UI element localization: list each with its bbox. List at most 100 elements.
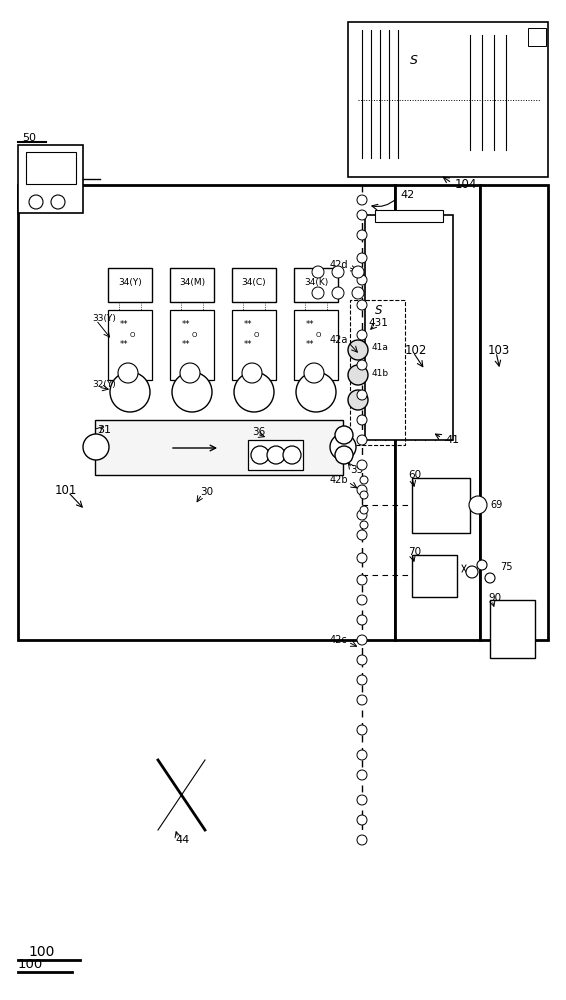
Bar	[170, 310, 214, 380]
Circle shape	[357, 330, 367, 340]
Circle shape	[357, 360, 367, 370]
Bar	[95, 420, 343, 475]
Circle shape	[352, 287, 364, 299]
Circle shape	[357, 390, 367, 400]
Bar	[26, 152, 76, 184]
Text: **: **	[182, 320, 191, 330]
Circle shape	[180, 363, 200, 383]
Bar	[350, 300, 405, 445]
Circle shape	[357, 415, 367, 425]
Circle shape	[352, 266, 364, 278]
Bar	[490, 600, 535, 658]
Text: 75: 75	[500, 562, 512, 572]
Text: 102: 102	[405, 344, 427, 357]
Text: **: **	[306, 320, 315, 330]
Text: 36: 36	[252, 427, 265, 437]
Circle shape	[357, 725, 367, 735]
Text: 34(M): 34(M)	[179, 277, 205, 286]
Text: 100: 100	[28, 945, 54, 959]
Text: 34(K): 34(K)	[304, 277, 328, 286]
Circle shape	[234, 372, 274, 412]
Text: 60: 60	[408, 470, 421, 480]
Text: O: O	[316, 332, 321, 338]
Text: 35: 35	[350, 465, 363, 475]
Bar	[232, 310, 276, 380]
Text: S: S	[375, 304, 383, 316]
Text: 90: 90	[488, 593, 501, 603]
Text: O: O	[130, 332, 135, 338]
Circle shape	[283, 446, 301, 464]
Circle shape	[357, 655, 367, 665]
Text: 30: 30	[200, 487, 213, 497]
Circle shape	[357, 615, 367, 625]
Circle shape	[51, 195, 65, 209]
Text: 42: 42	[400, 190, 414, 200]
Circle shape	[348, 340, 368, 360]
Text: O: O	[254, 332, 259, 338]
Text: 34(Y): 34(Y)	[118, 277, 142, 286]
Circle shape	[332, 287, 344, 299]
Text: O: O	[192, 332, 198, 338]
Text: S: S	[410, 53, 418, 66]
Text: 101: 101	[55, 484, 78, 496]
Circle shape	[348, 365, 368, 385]
Text: 431: 431	[368, 318, 388, 328]
Circle shape	[357, 695, 367, 705]
Circle shape	[335, 426, 353, 444]
Bar	[480, 185, 548, 640]
Bar	[294, 268, 338, 302]
Bar	[108, 268, 152, 302]
Text: 31: 31	[97, 425, 111, 435]
Text: 42b: 42b	[330, 475, 349, 485]
Text: **: **	[120, 320, 128, 330]
Text: 41a: 41a	[372, 344, 389, 353]
Circle shape	[296, 372, 336, 412]
Circle shape	[357, 835, 367, 845]
Circle shape	[357, 230, 367, 240]
Text: 42d: 42d	[330, 260, 349, 270]
Circle shape	[335, 446, 353, 464]
Text: **: **	[244, 320, 252, 330]
Text: **: **	[120, 340, 128, 350]
Bar	[248, 440, 303, 470]
Text: **: **	[244, 340, 252, 350]
Text: 32(Y): 32(Y)	[92, 380, 116, 389]
Text: **: **	[306, 340, 315, 350]
Bar	[348, 22, 548, 177]
Circle shape	[357, 253, 367, 263]
Circle shape	[357, 553, 367, 563]
Text: 41: 41	[445, 435, 459, 445]
Circle shape	[110, 372, 150, 412]
Circle shape	[357, 675, 367, 685]
Circle shape	[242, 363, 262, 383]
Bar	[375, 210, 443, 222]
Circle shape	[330, 434, 356, 460]
Bar	[294, 310, 338, 380]
Text: 42c: 42c	[330, 635, 348, 645]
Bar	[412, 478, 470, 533]
Circle shape	[357, 210, 367, 220]
Text: 70: 70	[408, 547, 421, 557]
Text: 44: 44	[175, 835, 189, 845]
Circle shape	[360, 506, 368, 514]
Text: 41b: 41b	[372, 368, 389, 377]
Circle shape	[29, 195, 43, 209]
Bar	[365, 215, 453, 440]
Circle shape	[332, 266, 344, 278]
Circle shape	[267, 446, 285, 464]
Circle shape	[251, 446, 269, 464]
Bar	[395, 185, 480, 640]
Circle shape	[357, 635, 367, 645]
Circle shape	[357, 795, 367, 805]
Circle shape	[357, 770, 367, 780]
Circle shape	[485, 573, 495, 583]
Circle shape	[357, 300, 367, 310]
Bar	[528, 28, 546, 46]
Circle shape	[466, 566, 478, 578]
Text: 103: 103	[488, 344, 511, 357]
Circle shape	[357, 435, 367, 445]
Circle shape	[83, 434, 109, 460]
Circle shape	[360, 491, 368, 499]
Text: 104: 104	[455, 178, 477, 192]
Circle shape	[312, 266, 324, 278]
